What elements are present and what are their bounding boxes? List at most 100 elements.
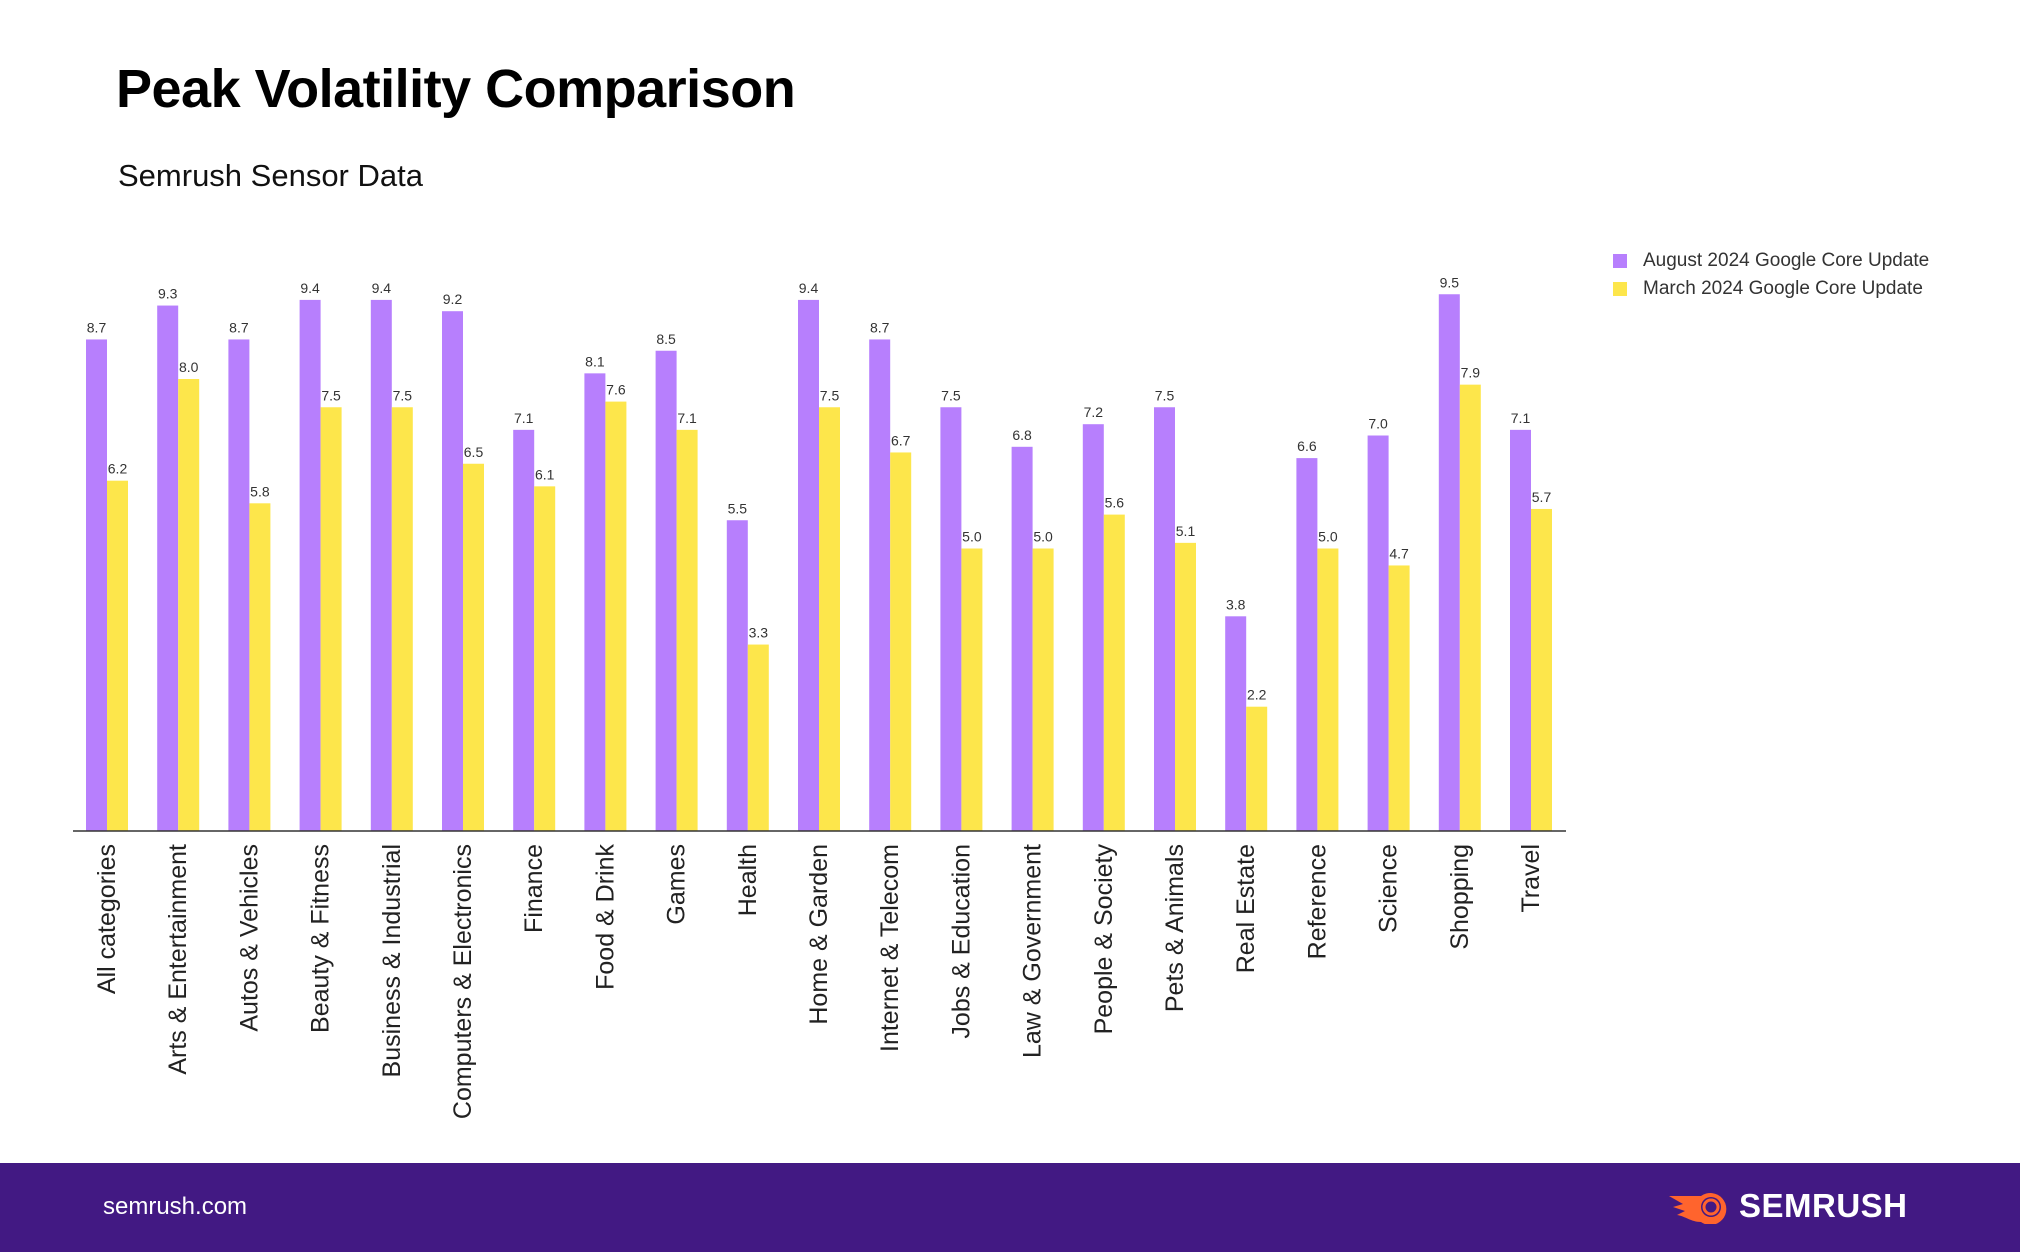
- legend-swatch-august: [1613, 254, 1627, 268]
- bar-march: [1459, 384, 1481, 831]
- legend-item-march: March 2024 Google Core Update: [1613, 275, 1929, 303]
- bar-august: [1296, 458, 1318, 831]
- legend: August 2024 Google Core Update March 202…: [1613, 247, 1929, 303]
- data-label: 5.7: [1532, 489, 1552, 505]
- chart-subtitle: Semrush Sensor Data: [118, 158, 423, 193]
- x-tick-label: Home & Garden: [805, 844, 833, 1025]
- bar-march: [320, 407, 342, 831]
- bar-august: [1011, 446, 1033, 831]
- bar-august: [1225, 616, 1247, 831]
- bar-august: [584, 373, 606, 831]
- bar-march: [1246, 706, 1268, 831]
- data-label: 6.7: [891, 432, 911, 448]
- x-tick-label: Food & Drink: [591, 844, 619, 990]
- data-label: 7.6: [606, 382, 626, 398]
- x-tick-label: Pets & Animals: [1161, 844, 1189, 1012]
- bar-august: [940, 407, 962, 831]
- legend-label-august: August 2024 Google Core Update: [1643, 250, 1930, 271]
- bar-chart: 8.7 6.2 All categories 9.3 8.0 Arts & Enterta…: [73, 274, 1566, 1119]
- data-label: 9.3: [158, 286, 178, 302]
- data-label: 7.5: [321, 387, 341, 403]
- legend-item-august: August 2024 Google Core Update: [1613, 247, 1929, 275]
- data-label: 9.5: [1440, 274, 1460, 290]
- x-tick-label: Beauty & Fitness: [307, 844, 335, 1033]
- x-tick-label: Computers & Electronics: [449, 844, 477, 1119]
- data-label: 6.2: [108, 461, 128, 477]
- x-tick-label: Science: [1375, 844, 1403, 933]
- data-label: 5.8: [250, 483, 270, 499]
- bar-august: [513, 429, 535, 831]
- bar-august: [1154, 407, 1175, 831]
- bar-august: [157, 305, 179, 831]
- x-tick-label: People & Society: [1090, 844, 1118, 1035]
- footer-url[interactable]: semrush.com: [103, 1193, 248, 1220]
- x-tick-label: Games: [663, 844, 691, 925]
- data-label: 7.1: [677, 410, 697, 426]
- data-label: 7.9: [1461, 365, 1481, 381]
- data-label: 8.0: [179, 359, 199, 375]
- data-label: 7.5: [1155, 387, 1175, 403]
- data-label: 5.1: [1176, 523, 1196, 539]
- x-tick-label: Internet & Telecom: [876, 844, 904, 1052]
- data-label: 8.5: [656, 331, 676, 347]
- data-label: 3.3: [749, 625, 769, 641]
- bar-march: [819, 407, 840, 831]
- x-tick-label: Jobs & Education: [947, 844, 975, 1039]
- bar-march: [107, 480, 128, 831]
- x-tick-label: Arts & Entertainment: [164, 844, 192, 1075]
- x-tick-label: Health: [734, 844, 762, 916]
- x-tick-label: Law & Government: [1019, 844, 1047, 1058]
- bar-march: [890, 452, 912, 831]
- data-label: 3.8: [1226, 596, 1246, 612]
- data-label: 7.1: [1511, 410, 1531, 426]
- data-label: 6.1: [535, 466, 555, 482]
- x-tick-label: Real Estate: [1232, 844, 1260, 973]
- bar-august: [1082, 424, 1104, 831]
- data-label: 5.6: [1105, 495, 1125, 511]
- bar-august: [1438, 294, 1460, 831]
- bar-august: [86, 339, 107, 831]
- bar-march: [249, 503, 271, 831]
- bar-march: [1103, 514, 1125, 831]
- data-label: 6.6: [1297, 438, 1317, 454]
- bar-august: [299, 299, 321, 831]
- bar-august: [726, 520, 748, 831]
- data-label: 7.0: [1368, 416, 1388, 432]
- x-tick-label: Business & Industrial: [378, 844, 406, 1077]
- bar-march: [747, 644, 769, 831]
- data-label: 9.4: [799, 280, 819, 296]
- data-label: 7.5: [941, 387, 961, 403]
- bar-march: [676, 429, 698, 831]
- data-label: 8.7: [87, 319, 107, 335]
- data-label: 8.1: [585, 353, 605, 369]
- data-label: 7.1: [514, 410, 534, 426]
- bar-august: [869, 339, 891, 831]
- bar-march: [534, 486, 556, 831]
- bar-august: [1367, 435, 1389, 831]
- bar-august: [655, 350, 677, 831]
- bar-march: [1388, 565, 1410, 831]
- bar-march: [1175, 542, 1196, 831]
- data-label: 7.5: [393, 387, 413, 403]
- bar-march: [463, 463, 484, 831]
- data-label: 9.4: [300, 280, 320, 296]
- legend-swatch-march: [1613, 282, 1627, 296]
- chart-title: Peak Volatility Comparison: [116, 59, 796, 119]
- data-label: 8.7: [229, 319, 249, 335]
- bar-march: [961, 548, 983, 831]
- x-tick-label: Autos & Vehicles: [235, 844, 263, 1032]
- x-tick-label: Travel: [1517, 844, 1545, 913]
- x-tick-label: Reference: [1303, 844, 1331, 959]
- x-tick-label: All categories: [93, 844, 121, 994]
- bar-march: [605, 401, 627, 831]
- bar-march: [1531, 508, 1552, 831]
- data-label: 5.0: [1318, 529, 1338, 545]
- data-label: 5.0: [962, 529, 982, 545]
- x-tick-label: Finance: [520, 844, 548, 933]
- data-label: 2.2: [1247, 687, 1267, 703]
- bar-march: [1032, 548, 1054, 831]
- semrush-flame-icon: [1669, 1193, 1727, 1224]
- bar-march: [178, 379, 200, 831]
- data-label: 6.8: [1012, 427, 1032, 443]
- x-tick-label: Shopping: [1446, 844, 1474, 950]
